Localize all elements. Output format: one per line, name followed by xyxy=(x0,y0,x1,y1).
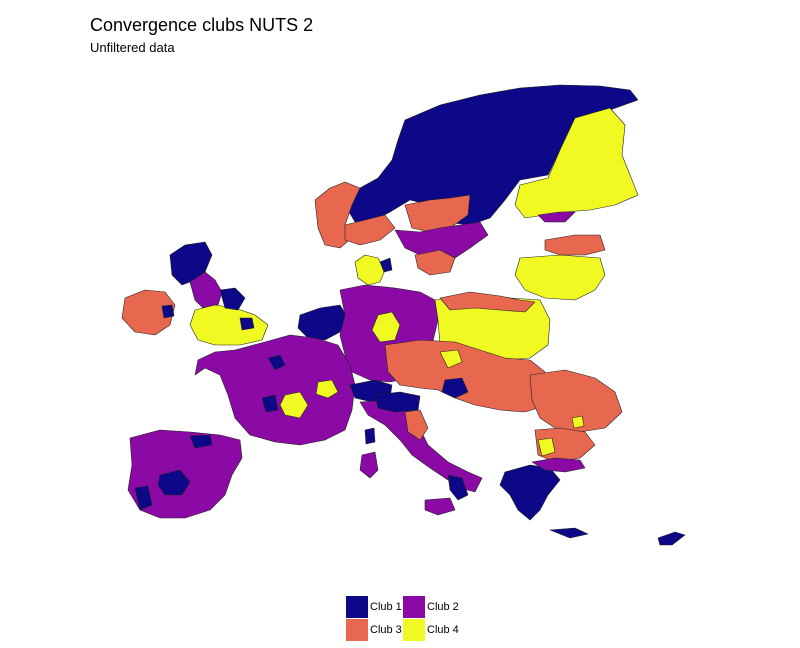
region-spain-madrid xyxy=(157,469,191,496)
region-france-paris xyxy=(267,354,286,371)
region-finland-helsinki xyxy=(537,211,576,223)
region-sweden-south xyxy=(394,221,489,259)
region-romania xyxy=(529,369,623,433)
region-sweden-skane xyxy=(414,249,456,276)
legend-label-club-2: Club 2 xyxy=(427,601,459,613)
legend-item-club-2: Club 2 xyxy=(403,596,459,618)
region-denmark-copenhagen xyxy=(379,257,393,273)
region-germany-east xyxy=(371,311,401,343)
legend-swatch-club-4 xyxy=(403,619,425,641)
region-france-southwest xyxy=(261,394,279,413)
region-poland-north xyxy=(439,291,536,313)
region-finland xyxy=(514,107,639,219)
map-title: Convergence clubs NUTS 2 xyxy=(90,15,314,35)
legend-swatch-club-3 xyxy=(346,619,368,641)
region-france-lyon xyxy=(279,391,309,419)
region-latvia-lithuania xyxy=(514,254,606,301)
region-greece xyxy=(499,464,561,521)
region-sicily xyxy=(424,497,456,516)
region-greece-north xyxy=(531,457,586,473)
region-italy-north xyxy=(374,391,421,413)
legend-label-club-3: Club 3 xyxy=(370,624,402,636)
region-romania-bucharest xyxy=(571,415,585,429)
region-estonia xyxy=(544,234,606,256)
region-sardinia xyxy=(359,451,379,479)
region-corsica xyxy=(364,427,376,445)
map-subtitle: Unfiltered data xyxy=(90,40,175,55)
region-england-south xyxy=(189,304,269,346)
region-bulgaria-sofia xyxy=(537,437,556,457)
region-cyprus xyxy=(657,531,686,546)
region-spain-basque xyxy=(189,434,213,449)
legend-swatch-club-1 xyxy=(346,596,368,618)
legend-item-club-1: Club 1 xyxy=(346,596,402,618)
region-italy-centre xyxy=(404,409,429,441)
region-czechia-prague xyxy=(439,349,463,369)
region-london xyxy=(239,317,255,331)
legend-label-club-4: Club 4 xyxy=(427,624,459,636)
region-austria-vienna xyxy=(441,377,469,399)
region-norway-south xyxy=(344,214,396,246)
region-france xyxy=(194,334,356,446)
region-denmark xyxy=(354,254,386,286)
region-france-centre xyxy=(315,379,339,399)
region-iberia xyxy=(127,429,243,519)
region-england-north xyxy=(189,271,223,311)
legend-label-club-1: Club 1 xyxy=(370,601,402,613)
region-england-midlands xyxy=(219,287,246,311)
region-ireland xyxy=(121,289,176,336)
region-crete xyxy=(549,527,589,539)
region-sweden-middle xyxy=(404,194,471,233)
legend-swatch-club-2 xyxy=(403,596,425,618)
region-italy-south xyxy=(447,474,469,501)
region-ireland-dublin xyxy=(161,304,175,319)
legend-item-club-4: Club 4 xyxy=(403,619,459,641)
legend-item-club-3: Club 3 xyxy=(346,619,402,641)
legend: Club 1 Club 2 Club 3 Club 4 xyxy=(346,596,476,642)
region-portugal-lisbon xyxy=(134,485,153,511)
region-benelux xyxy=(297,304,349,341)
